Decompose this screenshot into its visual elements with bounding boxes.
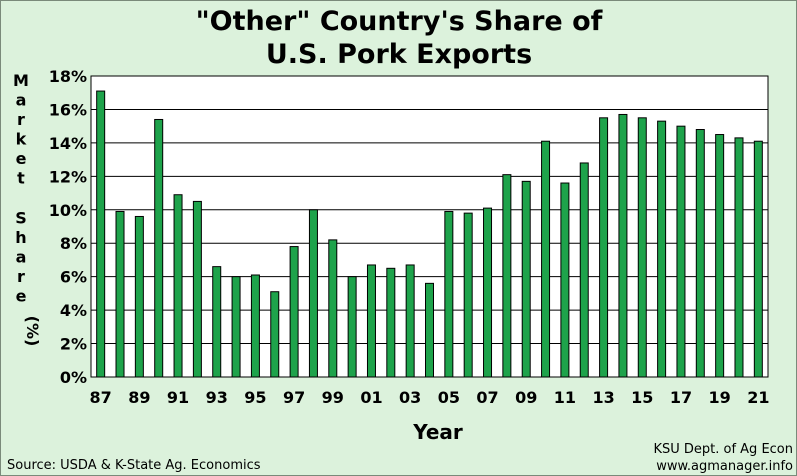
bar-09 bbox=[521, 180, 531, 378]
x-tick-labels: 87 89 91 93 95 97 99 01 03 05 07 09 11 13 15 17 19 21 bbox=[90, 388, 770, 407]
bar-01 bbox=[366, 264, 376, 378]
x-tick-label: 87 bbox=[90, 388, 112, 407]
bar-95 bbox=[250, 274, 260, 378]
bar-05 bbox=[444, 210, 454, 378]
bar-93 bbox=[212, 266, 222, 378]
bar-16 bbox=[657, 120, 667, 378]
y-label-letter: a bbox=[16, 91, 27, 110]
bar-20 bbox=[734, 137, 744, 378]
bar-15 bbox=[637, 117, 647, 378]
bar-89 bbox=[134, 215, 144, 378]
x-tick-label: 95 bbox=[244, 388, 266, 407]
y-tick-label: 12% bbox=[49, 167, 87, 186]
bar-03 bbox=[405, 264, 415, 378]
bar-14 bbox=[618, 113, 628, 378]
y-tick-label: 6% bbox=[60, 268, 87, 287]
plot-border bbox=[90, 75, 769, 378]
y-label-letter: S bbox=[15, 208, 27, 227]
chart-title-line-2: U.S. Pork Exports bbox=[266, 39, 532, 70]
x-tick-label: 07 bbox=[476, 388, 498, 407]
bar-99 bbox=[328, 239, 338, 378]
y-tick-label: 14% bbox=[49, 134, 87, 153]
y-tick-label: 10% bbox=[49, 201, 87, 220]
y-label-letter: a bbox=[16, 247, 27, 266]
x-tick-label: 89 bbox=[128, 388, 150, 407]
bar-96 bbox=[270, 291, 280, 378]
y-label-letter: M bbox=[13, 71, 29, 90]
x-tick-label: 93 bbox=[206, 388, 228, 407]
bar-90 bbox=[154, 118, 164, 378]
source-note: Source: USDA & K-State Ag. Economics bbox=[7, 458, 261, 473]
y-label-letter: r bbox=[17, 267, 25, 286]
bar-06 bbox=[463, 212, 473, 378]
x-tick-label: 01 bbox=[360, 388, 382, 407]
y-label-letter: r bbox=[17, 110, 25, 129]
x-tick-label: 17 bbox=[670, 388, 692, 407]
bar-13 bbox=[599, 117, 609, 378]
y-label-letter: k bbox=[16, 130, 27, 149]
bar-17 bbox=[676, 125, 686, 378]
y-tick-label: 16% bbox=[49, 100, 87, 119]
x-tick-label: 21 bbox=[747, 388, 769, 407]
x-tick-label: 11 bbox=[554, 388, 576, 407]
bar-08 bbox=[502, 174, 512, 378]
bar-94 bbox=[231, 276, 241, 378]
y-label-letter: t bbox=[17, 169, 25, 188]
bar-88 bbox=[115, 210, 125, 378]
y-tick-label: 8% bbox=[60, 234, 87, 253]
x-tick-label: 19 bbox=[709, 388, 731, 407]
chart-title-line-1: "Other" Country's Share of bbox=[196, 6, 603, 37]
y-label-unit: (%) bbox=[23, 316, 42, 347]
bar-12 bbox=[579, 162, 589, 378]
y-tick-label: 18% bbox=[49, 67, 87, 86]
y-tick-label: 4% bbox=[60, 301, 87, 320]
credit-line-2: www.agmanager.info bbox=[656, 459, 793, 474]
bar-04 bbox=[425, 282, 434, 378]
x-tick-label: 97 bbox=[283, 388, 305, 407]
y-label-letter: e bbox=[16, 286, 27, 305]
x-tick-label: 09 bbox=[515, 388, 537, 407]
bar-87 bbox=[96, 90, 106, 378]
bar-92 bbox=[192, 200, 202, 378]
bar-97 bbox=[289, 246, 299, 378]
bar-07 bbox=[483, 207, 493, 378]
y-tick-label: 2% bbox=[60, 335, 87, 354]
x-tick-label: 15 bbox=[631, 388, 653, 407]
x-tick-label: 05 bbox=[438, 388, 460, 407]
bar-10 bbox=[541, 140, 551, 378]
bar-02 bbox=[386, 267, 396, 378]
bar-11 bbox=[560, 182, 570, 378]
bar-21 bbox=[753, 140, 763, 378]
x-tick-label: 03 bbox=[399, 388, 421, 407]
x-tick-label: 99 bbox=[322, 388, 344, 407]
bar-19 bbox=[715, 134, 725, 378]
bar-91 bbox=[173, 194, 183, 378]
bar-98 bbox=[308, 209, 318, 378]
bar-18 bbox=[695, 129, 705, 378]
y-label-letter: h bbox=[15, 228, 26, 247]
x-tick-label: 91 bbox=[167, 388, 189, 407]
bar-00 bbox=[347, 276, 357, 378]
x-axis-title: Year bbox=[412, 420, 463, 444]
x-tick-label: 13 bbox=[592, 388, 614, 407]
credit-line-1: KSU Dept. of Ag Econ bbox=[653, 442, 793, 457]
y-label-letter: e bbox=[16, 149, 27, 168]
y-tick-labels: 0% 2% 4% 6% 8% 10% 12% 14% 16% 18% bbox=[49, 67, 87, 387]
y-tick-label: 0% bbox=[60, 368, 87, 387]
